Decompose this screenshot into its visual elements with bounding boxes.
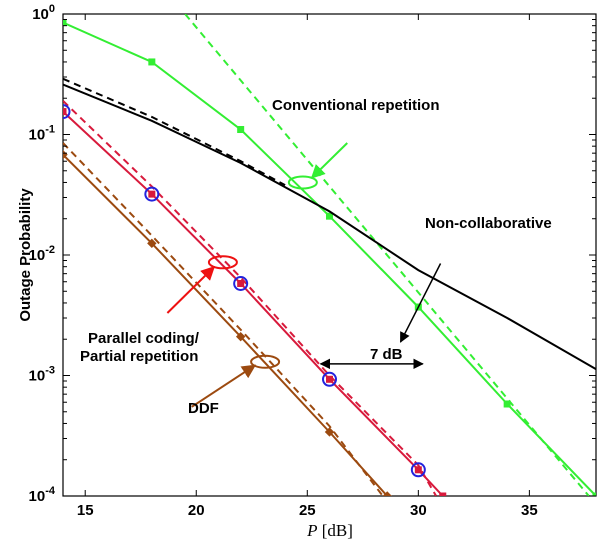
x-axis-unit: [dB] — [322, 521, 353, 540]
x-axis-label: P [dB] — [306, 521, 353, 540]
y-tick-exponent--3: -3 — [45, 365, 55, 377]
point-parallel-coding-partial-repetition-4 — [410, 462, 426, 478]
point-ddf-1 — [147, 238, 157, 249]
annotation-2-arrow — [166, 266, 216, 314]
series-line-parallel-coding-partial-repetition-dashed — [63, 100, 437, 496]
series-line-conventional-repetition-dashed — [184, 14, 591, 496]
label-ddf: DDF — [188, 400, 219, 417]
point-conventional-repetition-0 — [63, 19, 67, 27]
point-conventional-repetition-6 — [592, 492, 596, 496]
point-parallel-coding-partial-repetition-0 — [63, 104, 71, 120]
x-tick-label-15: 15 — [77, 502, 94, 519]
y-tick-label--1: 10-1 — [29, 124, 55, 144]
point-conventional-repetition-2 — [237, 126, 245, 134]
label-parallel-coding-line2: Partial repetition — [80, 348, 198, 365]
label-7db: 7 dB — [370, 346, 403, 363]
y-tick-label--4: 10-4 — [29, 485, 56, 505]
y-tick-exponent--1: -1 — [45, 124, 55, 136]
label-parallel-coding-line1: Parallel coding/ — [88, 330, 200, 347]
annotation-0-ellipse — [287, 175, 318, 190]
point-parallel-coding-partial-repetition-1 — [148, 190, 156, 198]
point-parallel-coding-partial-repetition-3 — [322, 371, 337, 387]
label-non-collaborative: Non-collaborative — [425, 215, 552, 232]
x-tick-label-35: 35 — [521, 502, 538, 519]
point-ddf-4 — [382, 491, 392, 496]
series-line-non-collaborative-solid — [63, 83, 596, 370]
x-tick-label-20: 20 — [188, 502, 205, 519]
point-parallel-coding-partial-repetition-5 — [439, 492, 447, 496]
point-conventional-repetition-3 — [326, 212, 333, 220]
y-tick-exponent--4: -4 — [45, 485, 56, 497]
annotation-1-arrow — [399, 263, 442, 343]
annotation-3-arrow — [191, 364, 257, 408]
annotation-3-ellipse — [250, 354, 281, 369]
y-tick-exponent--2: -2 — [45, 244, 55, 256]
y-tick-label-0: 100 — [32, 3, 55, 23]
label-conventional-repetition: Conventional repetition — [272, 97, 440, 114]
series-line-non-collaborative-dashed — [63, 77, 286, 186]
y-tick-exponent-0: 0 — [49, 3, 55, 15]
series-line-ddf-dashed — [63, 142, 384, 496]
point-ddf-3 — [324, 427, 335, 437]
point-parallel-coding-partial-repetition-2 — [237, 280, 245, 288]
series-layer — [63, 14, 596, 496]
point-conventional-repetition-1 — [148, 58, 156, 66]
annotation-0-arrow — [310, 142, 348, 179]
point-parallel-coding-partial-repetition-2 — [233, 276, 249, 292]
annotation-layer — [166, 142, 442, 408]
y-axis-label: Outage Probability — [17, 188, 34, 322]
y-tick-label--3: 10-3 — [29, 365, 55, 385]
point-conventional-repetition-5 — [503, 400, 511, 408]
plot-frame — [62, 13, 597, 497]
point-parallel-coding-partial-repetition-0 — [63, 108, 67, 116]
point-parallel-coding-partial-repetition-4 — [414, 466, 422, 474]
series-group — [63, 14, 596, 496]
x-tick-label-30: 30 — [410, 502, 427, 519]
point-parallel-coding-partial-repetition-1 — [144, 186, 160, 202]
x-tick-label-25: 25 — [299, 502, 316, 519]
point-ddf-2 — [235, 331, 246, 342]
x-axis-var: P — [306, 521, 317, 540]
annotation-2-ellipse — [207, 255, 238, 270]
